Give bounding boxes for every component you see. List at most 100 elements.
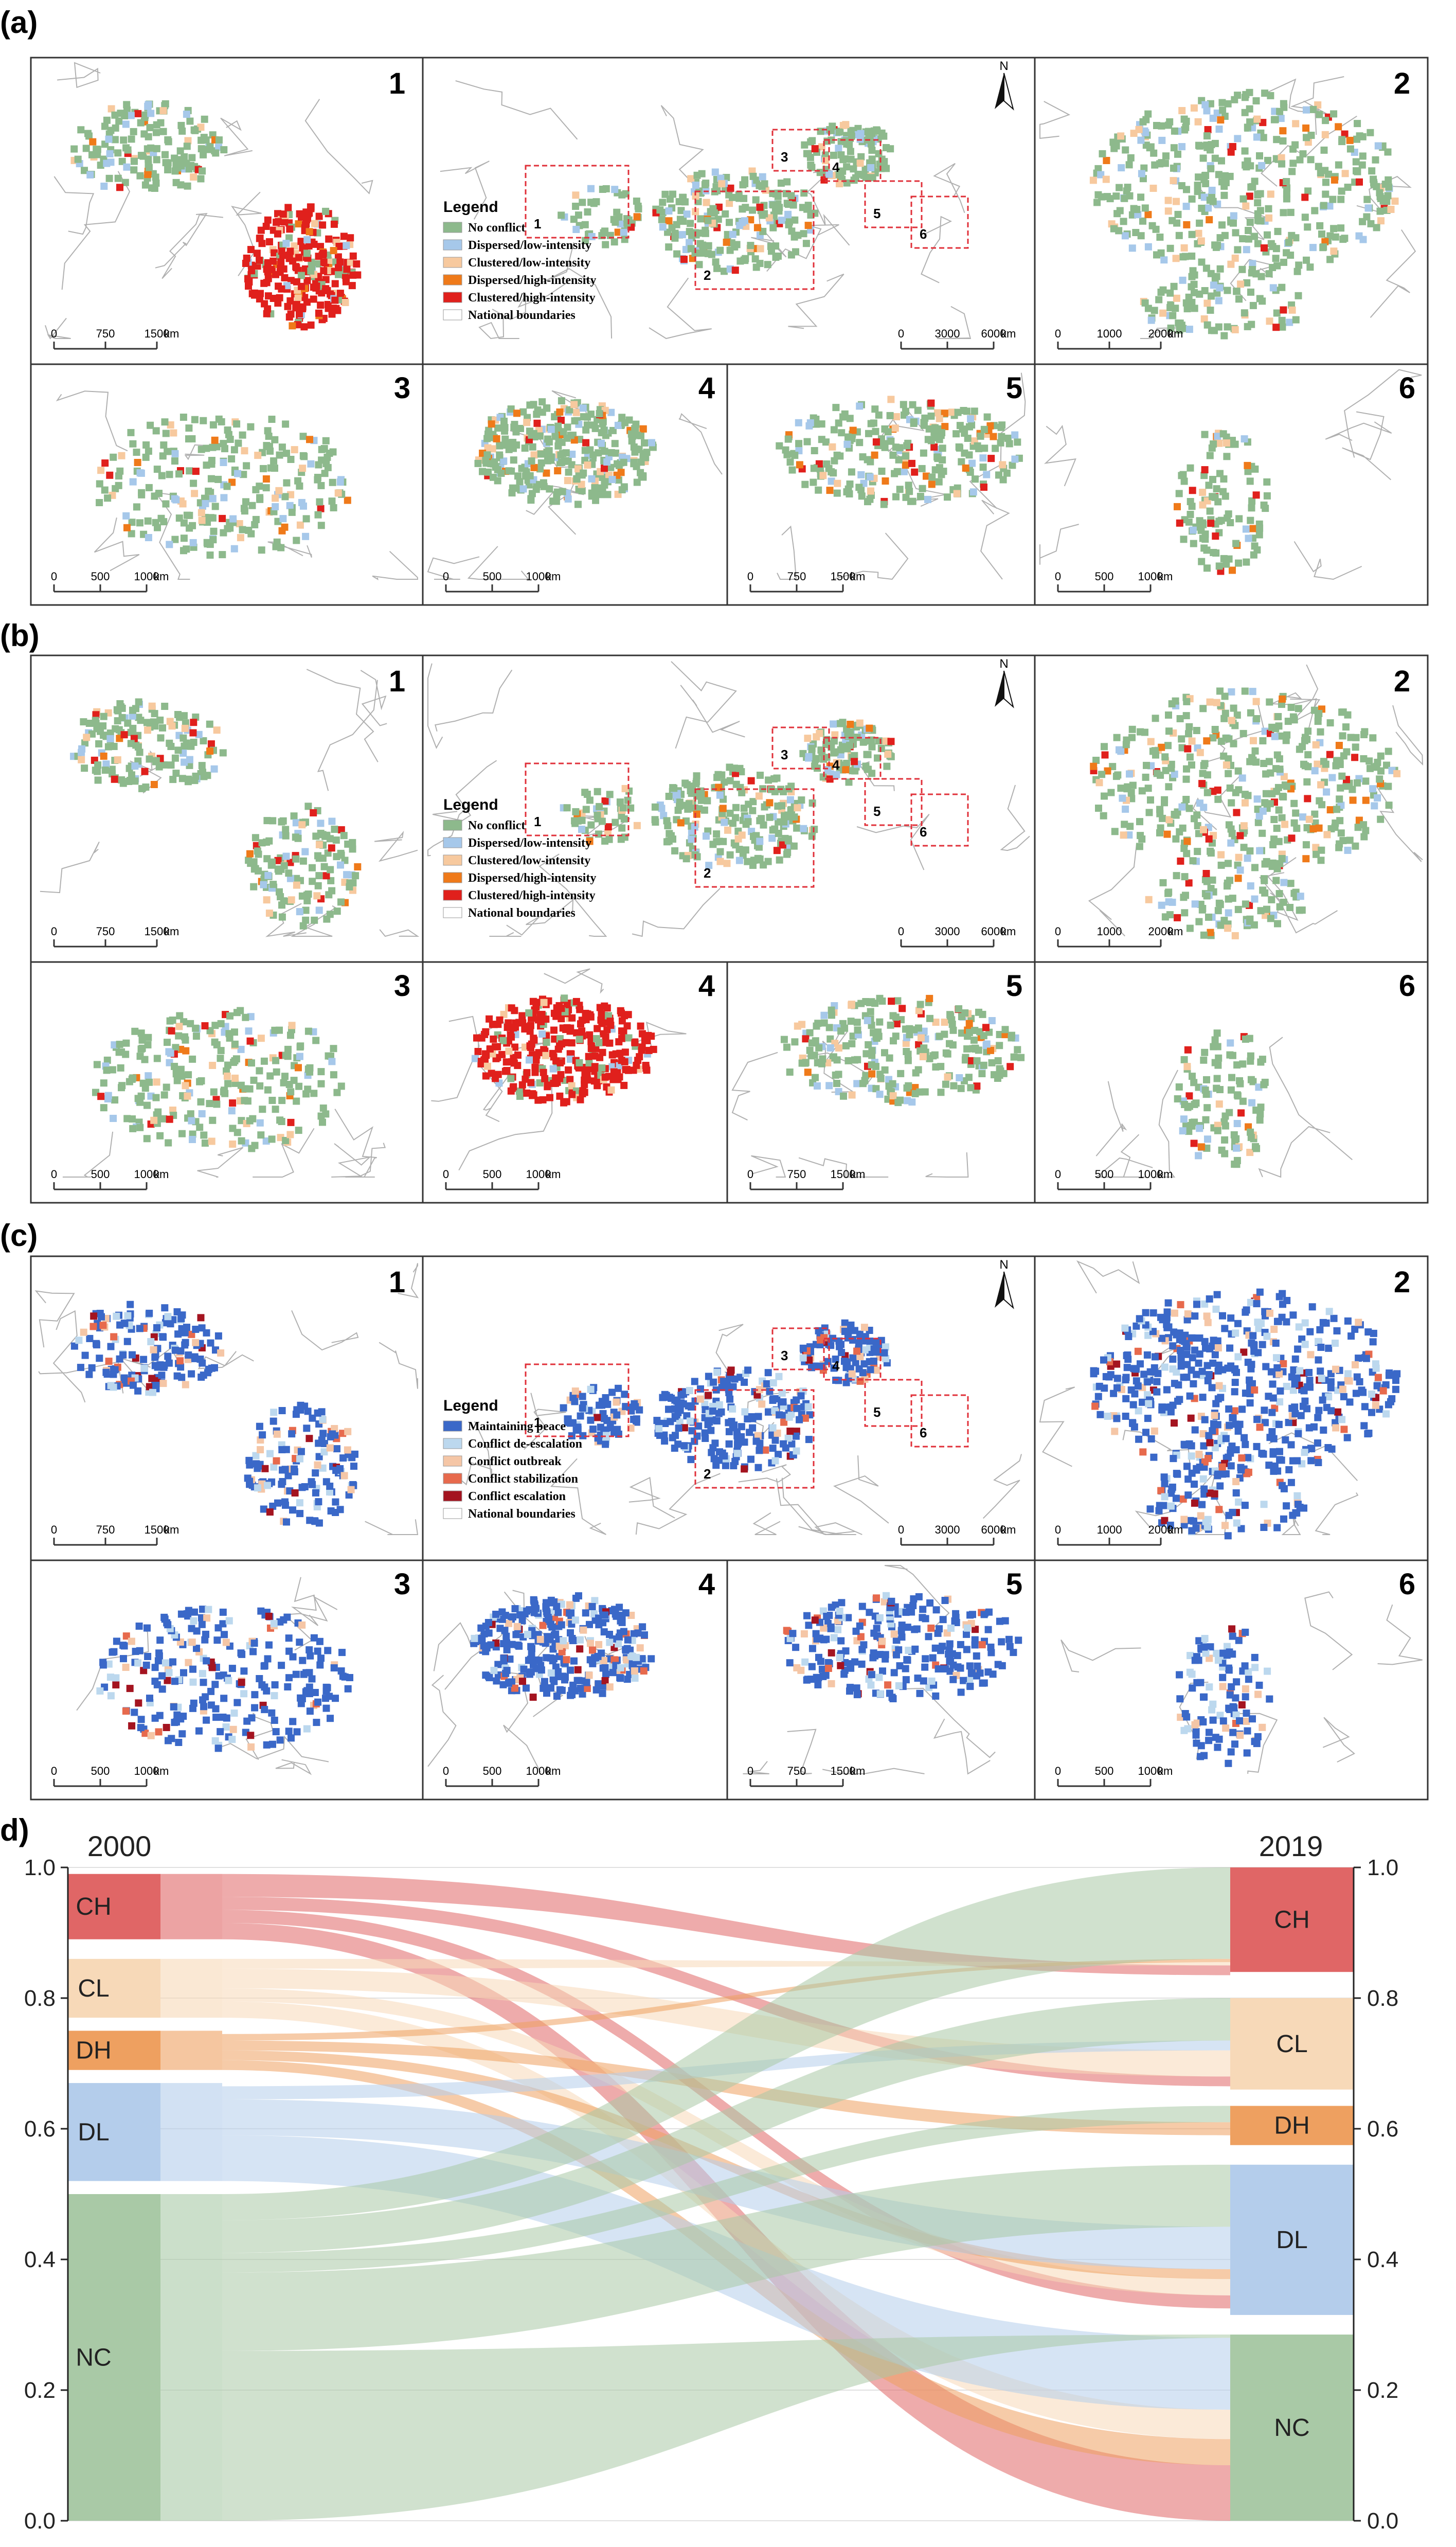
grid-cell xyxy=(212,149,219,156)
grid-cell xyxy=(937,1063,944,1070)
grid-cell xyxy=(83,734,90,741)
grid-cell xyxy=(1203,870,1210,877)
grid-cell xyxy=(1347,734,1355,741)
grid-cell xyxy=(983,471,990,478)
grid-cell xyxy=(727,851,734,859)
grid-cell xyxy=(595,830,602,838)
grid-cell xyxy=(995,1057,1002,1064)
grid-cell xyxy=(158,472,166,479)
grid-cell xyxy=(1239,774,1246,781)
grid-cell xyxy=(1189,738,1196,745)
grid-cell xyxy=(1145,896,1153,903)
grid-cell xyxy=(251,292,258,299)
grid-cell xyxy=(1174,1095,1181,1102)
grid-cell xyxy=(494,1021,501,1028)
grid-cell xyxy=(705,217,712,224)
grid-cell xyxy=(260,881,267,888)
grid-cell xyxy=(1224,323,1231,330)
grid-cell xyxy=(508,1034,515,1041)
grid-cell xyxy=(694,172,701,179)
grid-cell xyxy=(716,247,724,254)
grid-cell xyxy=(1244,323,1251,330)
map-frame xyxy=(31,58,423,364)
grid-cell xyxy=(1359,218,1366,225)
grid-cell xyxy=(1093,199,1101,206)
grid-cell xyxy=(269,881,277,888)
grid-cell xyxy=(315,1498,322,1505)
grid-cell xyxy=(775,830,782,837)
grid-cell xyxy=(1261,502,1268,509)
grid-cell xyxy=(1267,915,1274,922)
grid-cell xyxy=(135,743,142,751)
grid-cell xyxy=(1360,731,1368,738)
grid-cell xyxy=(80,1329,87,1336)
grid-cell xyxy=(116,1041,123,1048)
grid-cell xyxy=(1183,776,1190,783)
grid-cell xyxy=(958,458,965,466)
grid-cell xyxy=(110,1371,117,1378)
grid-cell xyxy=(1301,194,1308,201)
grid-cell xyxy=(1302,762,1309,769)
grid-cell xyxy=(791,452,798,459)
grid-cell xyxy=(1233,809,1240,816)
grid-cell xyxy=(1224,287,1231,294)
grid-cell xyxy=(1195,118,1202,126)
grid-cell xyxy=(1008,1034,1015,1041)
grid-cell xyxy=(265,275,272,282)
grid-cell xyxy=(88,151,96,158)
grid-cell xyxy=(1171,811,1178,818)
grid-cell xyxy=(1160,879,1167,886)
grid-cell xyxy=(1217,265,1224,273)
grid-cell xyxy=(78,756,85,763)
grid-cell xyxy=(1273,310,1281,317)
legend-swatch xyxy=(443,257,462,268)
inset-box-number-2: 2 xyxy=(704,268,711,283)
grid-cell xyxy=(868,1071,875,1078)
grid-cell xyxy=(153,757,160,764)
grid-cell xyxy=(888,998,895,1005)
grid-cell xyxy=(183,111,190,118)
grid-cell xyxy=(494,424,501,432)
grid-cell xyxy=(1162,152,1170,159)
grid-cell xyxy=(957,422,964,429)
grid-cell xyxy=(522,444,529,452)
grid-cell xyxy=(538,1030,546,1038)
grid-cell xyxy=(211,765,218,773)
grid-cell xyxy=(801,141,808,149)
grid-cell xyxy=(1254,240,1262,247)
grid-cell xyxy=(568,461,576,468)
grid-cell xyxy=(278,1446,285,1453)
grid-cell xyxy=(602,241,609,248)
grid-cell xyxy=(827,1044,834,1052)
grid-cell xyxy=(642,1062,650,1069)
grid-cell xyxy=(684,806,691,813)
grid-cell xyxy=(295,835,302,842)
grid-cell xyxy=(1203,893,1211,900)
grid-cell xyxy=(118,1048,125,1056)
grid-cell xyxy=(1198,205,1205,212)
grid-cell xyxy=(693,811,700,818)
scale-label: 0 xyxy=(898,327,904,340)
grid-cell xyxy=(221,1090,228,1097)
grid-cell xyxy=(1258,162,1265,169)
grid-cell xyxy=(1103,157,1110,164)
grid-cell xyxy=(287,311,295,318)
legend-item-label: Dispersed/low-intensity xyxy=(468,836,591,850)
grid-cell xyxy=(580,470,587,477)
grid-cell xyxy=(1227,1039,1234,1046)
inset-box-number-6: 6 xyxy=(920,824,927,840)
grid-cell xyxy=(1233,1145,1240,1152)
grid-cell xyxy=(1289,159,1297,167)
grid-cell xyxy=(131,158,138,165)
grid-cell xyxy=(889,1080,896,1088)
grid-cell xyxy=(869,743,876,751)
grid-cell xyxy=(672,230,679,237)
grid-cell xyxy=(546,438,553,446)
grid-cell xyxy=(1214,1075,1221,1082)
grid-cell xyxy=(140,1356,147,1363)
grid-cell xyxy=(942,1081,949,1088)
grid-cell xyxy=(1173,295,1180,302)
grid-cell xyxy=(516,1093,524,1100)
grid-cell xyxy=(1261,244,1268,252)
grid-cell xyxy=(319,1416,326,1423)
